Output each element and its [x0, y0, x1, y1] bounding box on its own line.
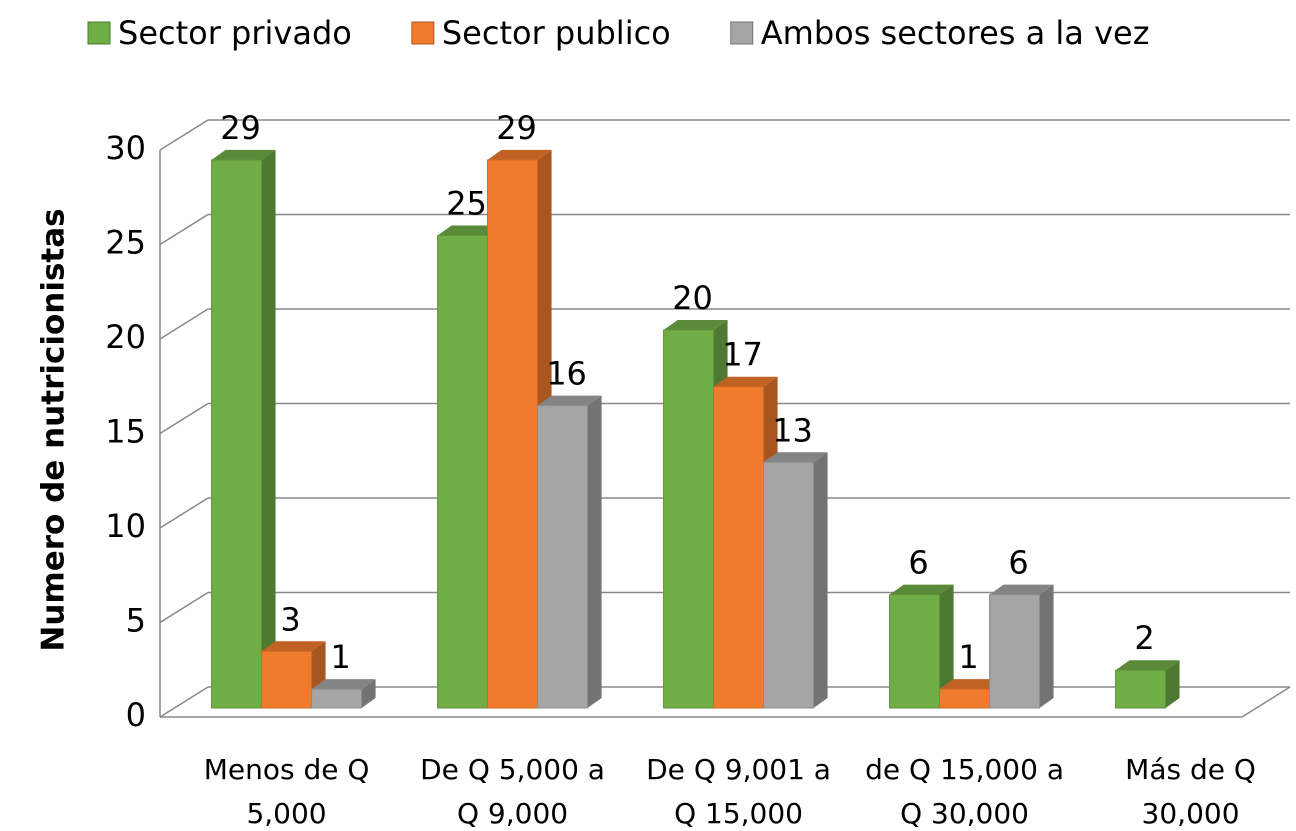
data-label: 13: [772, 411, 813, 449]
data-label: 20: [672, 279, 713, 317]
grid-line-side: [160, 498, 208, 528]
data-label: 16: [546, 355, 587, 393]
bar-side: [588, 396, 602, 708]
bar-side: [1040, 585, 1054, 708]
y-tick-label: 10: [105, 507, 146, 545]
bar-side: [262, 150, 276, 708]
y-tick-label: 0: [126, 696, 146, 734]
bar: [764, 462, 814, 708]
bar: [438, 236, 488, 709]
x-tick-label: De Q 9,001 a Q 15,000: [634, 748, 844, 831]
data-label: 1: [958, 638, 978, 676]
bar: [312, 689, 362, 708]
data-label: 17: [722, 336, 763, 374]
y-tick-label: 30: [105, 129, 146, 167]
data-label: 29: [220, 109, 261, 147]
x-tick-label: Más de Q 30,000: [1086, 748, 1296, 831]
y-tick-label: 15: [105, 413, 146, 451]
x-tick-label: Menos de Q 5,000: [182, 748, 392, 831]
bar: [664, 330, 714, 708]
data-label: 25: [446, 185, 487, 223]
data-label: 29: [496, 109, 537, 147]
data-label: 6: [908, 544, 928, 582]
legend-swatch: [412, 22, 434, 44]
data-label: 2: [1134, 619, 1154, 657]
bar: [714, 387, 764, 708]
y-tick-label: 25: [105, 224, 146, 262]
legend-swatch: [88, 22, 110, 44]
chart-container: Numero de nutricionistas 0 5 10 15 20 25 30 Sec…: [0, 0, 1296, 831]
bar: [1116, 670, 1166, 708]
grid-line-side: [160, 593, 208, 623]
floor-back-edge: [1242, 687, 1290, 717]
grid-line-side: [160, 215, 208, 245]
bar: [212, 160, 262, 708]
x-tick-label: De Q 5,000 a Q 9,000: [408, 748, 618, 831]
legend-label: Sector privado: [118, 14, 352, 52]
bar: [940, 689, 990, 708]
bar: [990, 595, 1040, 708]
grid-line-side: [160, 120, 208, 150]
bar: [538, 406, 588, 708]
grid-line-side: [160, 309, 208, 339]
legend-label: Sector publico: [442, 14, 671, 52]
bar-side: [814, 452, 828, 708]
data-label: 3: [280, 600, 300, 638]
data-label: 1: [330, 638, 350, 676]
x-tick-label: de Q 15,000 a Q 30,000: [860, 748, 1070, 831]
y-tick-label: 5: [126, 602, 146, 640]
bar: [262, 651, 312, 708]
grid-line-side: [160, 404, 208, 434]
legend-label: Ambos sectores a la vez: [761, 14, 1150, 52]
bar: [890, 595, 940, 708]
legend-swatch: [731, 22, 753, 44]
chart: Numero de nutricionistas 0 5 10 15 20 25 30 Sec…: [0, 0, 1296, 831]
y-axis-title: Numero de nutricionistas: [36, 208, 72, 651]
bar: [488, 160, 538, 708]
grid-line-side: [160, 687, 208, 717]
data-label: 6: [1008, 544, 1028, 582]
y-tick-label: 20: [105, 318, 146, 356]
